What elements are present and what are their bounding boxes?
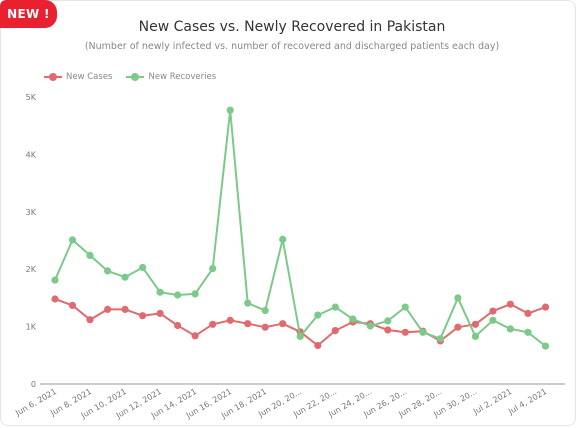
data-point-new-recoveries[interactable] — [384, 317, 392, 325]
data-point-new-cases[interactable] — [51, 295, 59, 303]
y-tick-label: 5K — [26, 93, 37, 102]
data-point-new-cases[interactable] — [401, 328, 409, 336]
x-tick-label: Jul 4, 2021 — [506, 387, 548, 417]
data-point-new-recoveries[interactable] — [436, 335, 444, 343]
data-point-new-recoveries[interactable] — [191, 290, 199, 298]
legend-swatch-new-recoveries — [126, 73, 145, 81]
data-point-new-recoveries[interactable] — [296, 332, 304, 340]
data-point-new-recoveries[interactable] — [366, 322, 374, 330]
data-point-new-recoveries[interactable] — [174, 291, 182, 299]
data-point-new-cases[interactable] — [156, 309, 164, 317]
chart-legend: New Cases New Recoveries — [44, 72, 230, 82]
x-tick-label: Jul 2, 2021 — [471, 387, 513, 417]
data-point-new-recoveries[interactable] — [244, 299, 252, 307]
data-point-new-recoveries[interactable] — [51, 276, 59, 284]
series-new-recoveries — [51, 106, 550, 350]
data-point-new-recoveries[interactable] — [226, 106, 234, 114]
data-point-new-recoveries[interactable] — [401, 303, 409, 311]
data-point-new-recoveries[interactable] — [279, 235, 287, 243]
data-point-new-recoveries[interactable] — [454, 294, 462, 302]
data-point-new-cases[interactable] — [541, 303, 550, 311]
data-point-new-recoveries[interactable] — [541, 342, 550, 350]
data-point-new-cases[interactable] — [524, 309, 532, 317]
data-point-new-cases[interactable] — [384, 326, 392, 334]
data-point-new-recoveries[interactable] — [331, 303, 339, 311]
data-point-new-recoveries[interactable] — [121, 273, 129, 281]
data-point-new-recoveries[interactable] — [524, 328, 532, 336]
data-point-new-recoveries[interactable] — [506, 325, 514, 333]
legend-label-new-cases: New Cases — [66, 72, 113, 82]
data-point-new-cases[interactable] — [209, 320, 217, 328]
data-point-new-recoveries[interactable] — [139, 263, 147, 272]
data-point-new-cases[interactable] — [454, 323, 462, 331]
data-point-new-recoveries[interactable] — [86, 251, 94, 259]
data-point-new-cases[interactable] — [174, 321, 182, 330]
chart-title: New Cases vs. Newly Recovered in Pakista… — [138, 19, 446, 35]
data-point-new-cases[interactable] — [314, 341, 322, 350]
series-new-cases — [51, 295, 550, 350]
data-point-new-cases[interactable] — [68, 301, 77, 309]
legend-label-new-recoveries: New Recoveries — [148, 72, 217, 82]
data-point-new-cases[interactable] — [191, 332, 199, 340]
data-point-new-recoveries[interactable] — [471, 332, 479, 340]
data-point-new-recoveries[interactable] — [314, 311, 322, 319]
data-point-new-recoveries[interactable] — [489, 316, 497, 324]
data-point-new-cases[interactable] — [279, 320, 287, 328]
data-point-new-recoveries[interactable] — [419, 328, 427, 336]
y-tick-label: 1K — [26, 323, 37, 332]
legend-item-new-cases[interactable]: New Cases — [44, 72, 112, 82]
data-point-new-cases[interactable] — [261, 323, 269, 331]
y-tick-label: 4K — [26, 150, 37, 159]
y-tick-label: 0 — [31, 380, 36, 389]
new-badge: NEW ! — [0, 0, 57, 28]
data-point-new-recoveries[interactable] — [261, 306, 269, 315]
data-point-new-recoveries[interactable] — [68, 236, 77, 244]
data-point-new-recoveries[interactable] — [349, 315, 357, 323]
data-point-new-recoveries[interactable] — [156, 288, 164, 296]
data-point-new-cases[interactable] — [86, 316, 94, 324]
y-tick-label: 2K — [26, 265, 37, 274]
data-point-new-cases[interactable] — [104, 305, 112, 313]
data-point-new-cases[interactable] — [489, 307, 497, 315]
chart-subtitle: (Number of newly infected vs. number of … — [84, 41, 500, 52]
legend-swatch-new-cases — [44, 73, 62, 81]
data-point-new-recoveries[interactable] — [104, 267, 112, 275]
data-point-new-cases[interactable] — [244, 320, 252, 328]
y-tick-label: 3K — [26, 208, 37, 217]
data-point-new-cases[interactable] — [506, 300, 514, 308]
data-point-new-cases[interactable] — [226, 316, 234, 324]
data-point-new-cases[interactable] — [471, 320, 479, 328]
data-point-new-cases[interactable] — [331, 327, 339, 335]
data-point-new-recoveries[interactable] — [209, 265, 217, 273]
data-point-new-cases[interactable] — [139, 312, 147, 320]
legend-item-new-recoveries[interactable]: New Recoveries — [126, 72, 216, 82]
data-point-new-cases[interactable] — [121, 305, 129, 313]
